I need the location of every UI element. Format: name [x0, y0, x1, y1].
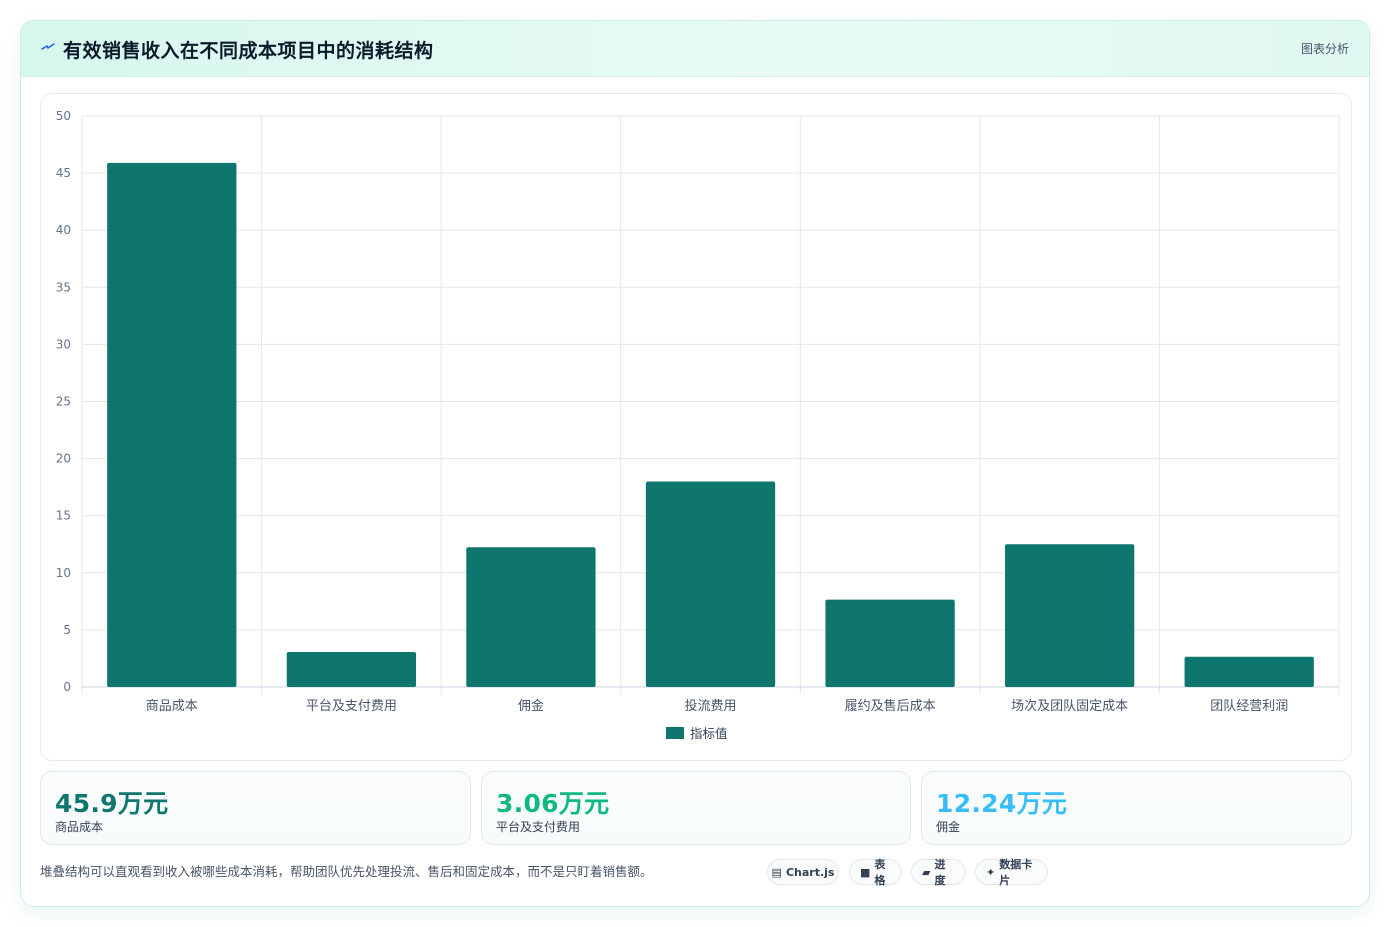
x-tick-label: 投流费用 [684, 698, 736, 714]
legend-swatch [666, 727, 684, 739]
chart-title: 有效销售收入在不同成本项目中的消耗结构 [63, 40, 434, 62]
bar [645, 481, 776, 687]
chip-label: 进度 [934, 858, 946, 887]
x-tick-label: 平台及支付费用 [306, 699, 397, 714]
stat-card-platform-fees: 3.06万元 平台及支付费用 [481, 771, 911, 845]
lightning-icon [41, 43, 55, 50]
y-tick-label: 0 [63, 680, 71, 694]
stat-card-commission: 12.24万元 佣金 [921, 771, 1352, 845]
stat-card-goods-cost: 45.9万元 商品成本 [40, 771, 471, 845]
chip-data-cards[interactable]: ✦ 数据卡片 [975, 858, 1048, 887]
chart-analysis-label: 图表分析 [1300, 42, 1349, 56]
y-tick-label: 30 [56, 337, 71, 351]
chart-card: 有效销售收入在不同成本项目中的消耗结构 图表分析 0 5 10 15 20 25 30 35 4… [20, 20, 1370, 907]
y-tick-label: 45 [56, 166, 71, 180]
bar [466, 547, 596, 687]
chip-label: 数据卡片 [999, 858, 1033, 887]
x-tick-label: 佣金 [518, 698, 544, 714]
bar [1004, 544, 1135, 687]
x-tick-label: 履约及售后成本 [845, 698, 936, 714]
x-tick-label: 商品成本 [146, 699, 198, 714]
y-tick-label: 20 [56, 452, 71, 466]
chip-chartjs[interactable]: ▤ Chart.js [767, 859, 839, 885]
stat-label: 平台及支付费用 [496, 820, 581, 834]
chart-icon: ▤ [771, 865, 782, 879]
bar [825, 599, 955, 687]
x-tick-label: 场次及团队固定成本 [1011, 698, 1128, 714]
stat-label: 商品成本 [55, 820, 104, 834]
chart-note: 堆叠结构可以直观看到收入被哪些成本消耗，帮助团队优先处理投流、售后和固定成本，而… [40, 864, 653, 879]
stat-value: 12.24万元 [936, 789, 1068, 818]
y-tick-label: 40 [56, 223, 71, 237]
table-icon: ■ [860, 865, 871, 879]
y-tick-label: 35 [56, 280, 71, 294]
chip-label: 表格 [874, 858, 886, 887]
stat-label: 佣金 [936, 820, 961, 834]
progress-icon: ▰ [922, 865, 931, 879]
y-tick-label: 10 [56, 566, 71, 580]
card-header: 有效销售收入在不同成本项目中的消耗结构 图表分析 [21, 21, 1369, 77]
chip-label: Chart.js [785, 865, 835, 879]
bar [1184, 656, 1314, 687]
y-tick-label: 25 [56, 395, 71, 409]
stat-value: 3.06万元 [496, 789, 610, 818]
y-tick-label: 5 [63, 623, 71, 637]
chart-panel: 0 5 10 15 20 25 30 35 40 45 50 商品成本 平台及支付费用 佣金 投流费用 履约及… [40, 93, 1352, 761]
y-tick-label: 15 [56, 509, 71, 523]
chip-progress[interactable]: ▰ 进度 [911, 858, 966, 887]
y-tick-label: 50 [56, 109, 71, 123]
x-tick-label: 团队经营利润 [1210, 699, 1288, 714]
bar [286, 652, 417, 687]
chip-table[interactable]: ■ 表格 [849, 858, 902, 887]
sparkle-icon: ✦ [986, 865, 996, 879]
bar [107, 162, 237, 687]
bar-chart: 0 5 10 15 20 25 30 35 40 45 50 商品成本 平台及支付费用 佣金 投流费用 履约及… [56, 109, 1340, 741]
stat-value: 45.9万元 [55, 789, 169, 818]
legend-label: 指标值 [690, 726, 728, 741]
